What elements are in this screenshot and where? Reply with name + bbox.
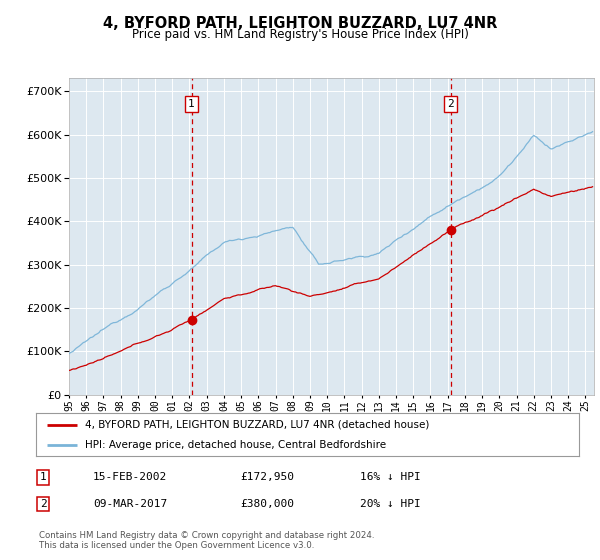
Text: £172,950: £172,950 xyxy=(240,472,294,482)
Text: 4, BYFORD PATH, LEIGHTON BUZZARD, LU7 4NR (detached house): 4, BYFORD PATH, LEIGHTON BUZZARD, LU7 4N… xyxy=(85,419,429,430)
Text: £380,000: £380,000 xyxy=(240,499,294,509)
Text: 1: 1 xyxy=(188,99,195,109)
Text: 2: 2 xyxy=(448,99,454,109)
Text: 1: 1 xyxy=(40,472,47,482)
Text: 16% ↓ HPI: 16% ↓ HPI xyxy=(360,472,421,482)
Text: HPI: Average price, detached house, Central Bedfordshire: HPI: Average price, detached house, Cent… xyxy=(85,440,386,450)
Text: Price paid vs. HM Land Registry's House Price Index (HPI): Price paid vs. HM Land Registry's House … xyxy=(131,28,469,41)
Text: Contains HM Land Registry data © Crown copyright and database right 2024.
This d: Contains HM Land Registry data © Crown c… xyxy=(39,531,374,550)
Text: 09-MAR-2017: 09-MAR-2017 xyxy=(93,499,167,509)
Text: 4, BYFORD PATH, LEIGHTON BUZZARD, LU7 4NR: 4, BYFORD PATH, LEIGHTON BUZZARD, LU7 4N… xyxy=(103,16,497,31)
Text: 2: 2 xyxy=(40,499,47,509)
Text: 20% ↓ HPI: 20% ↓ HPI xyxy=(360,499,421,509)
Text: 15-FEB-2002: 15-FEB-2002 xyxy=(93,472,167,482)
